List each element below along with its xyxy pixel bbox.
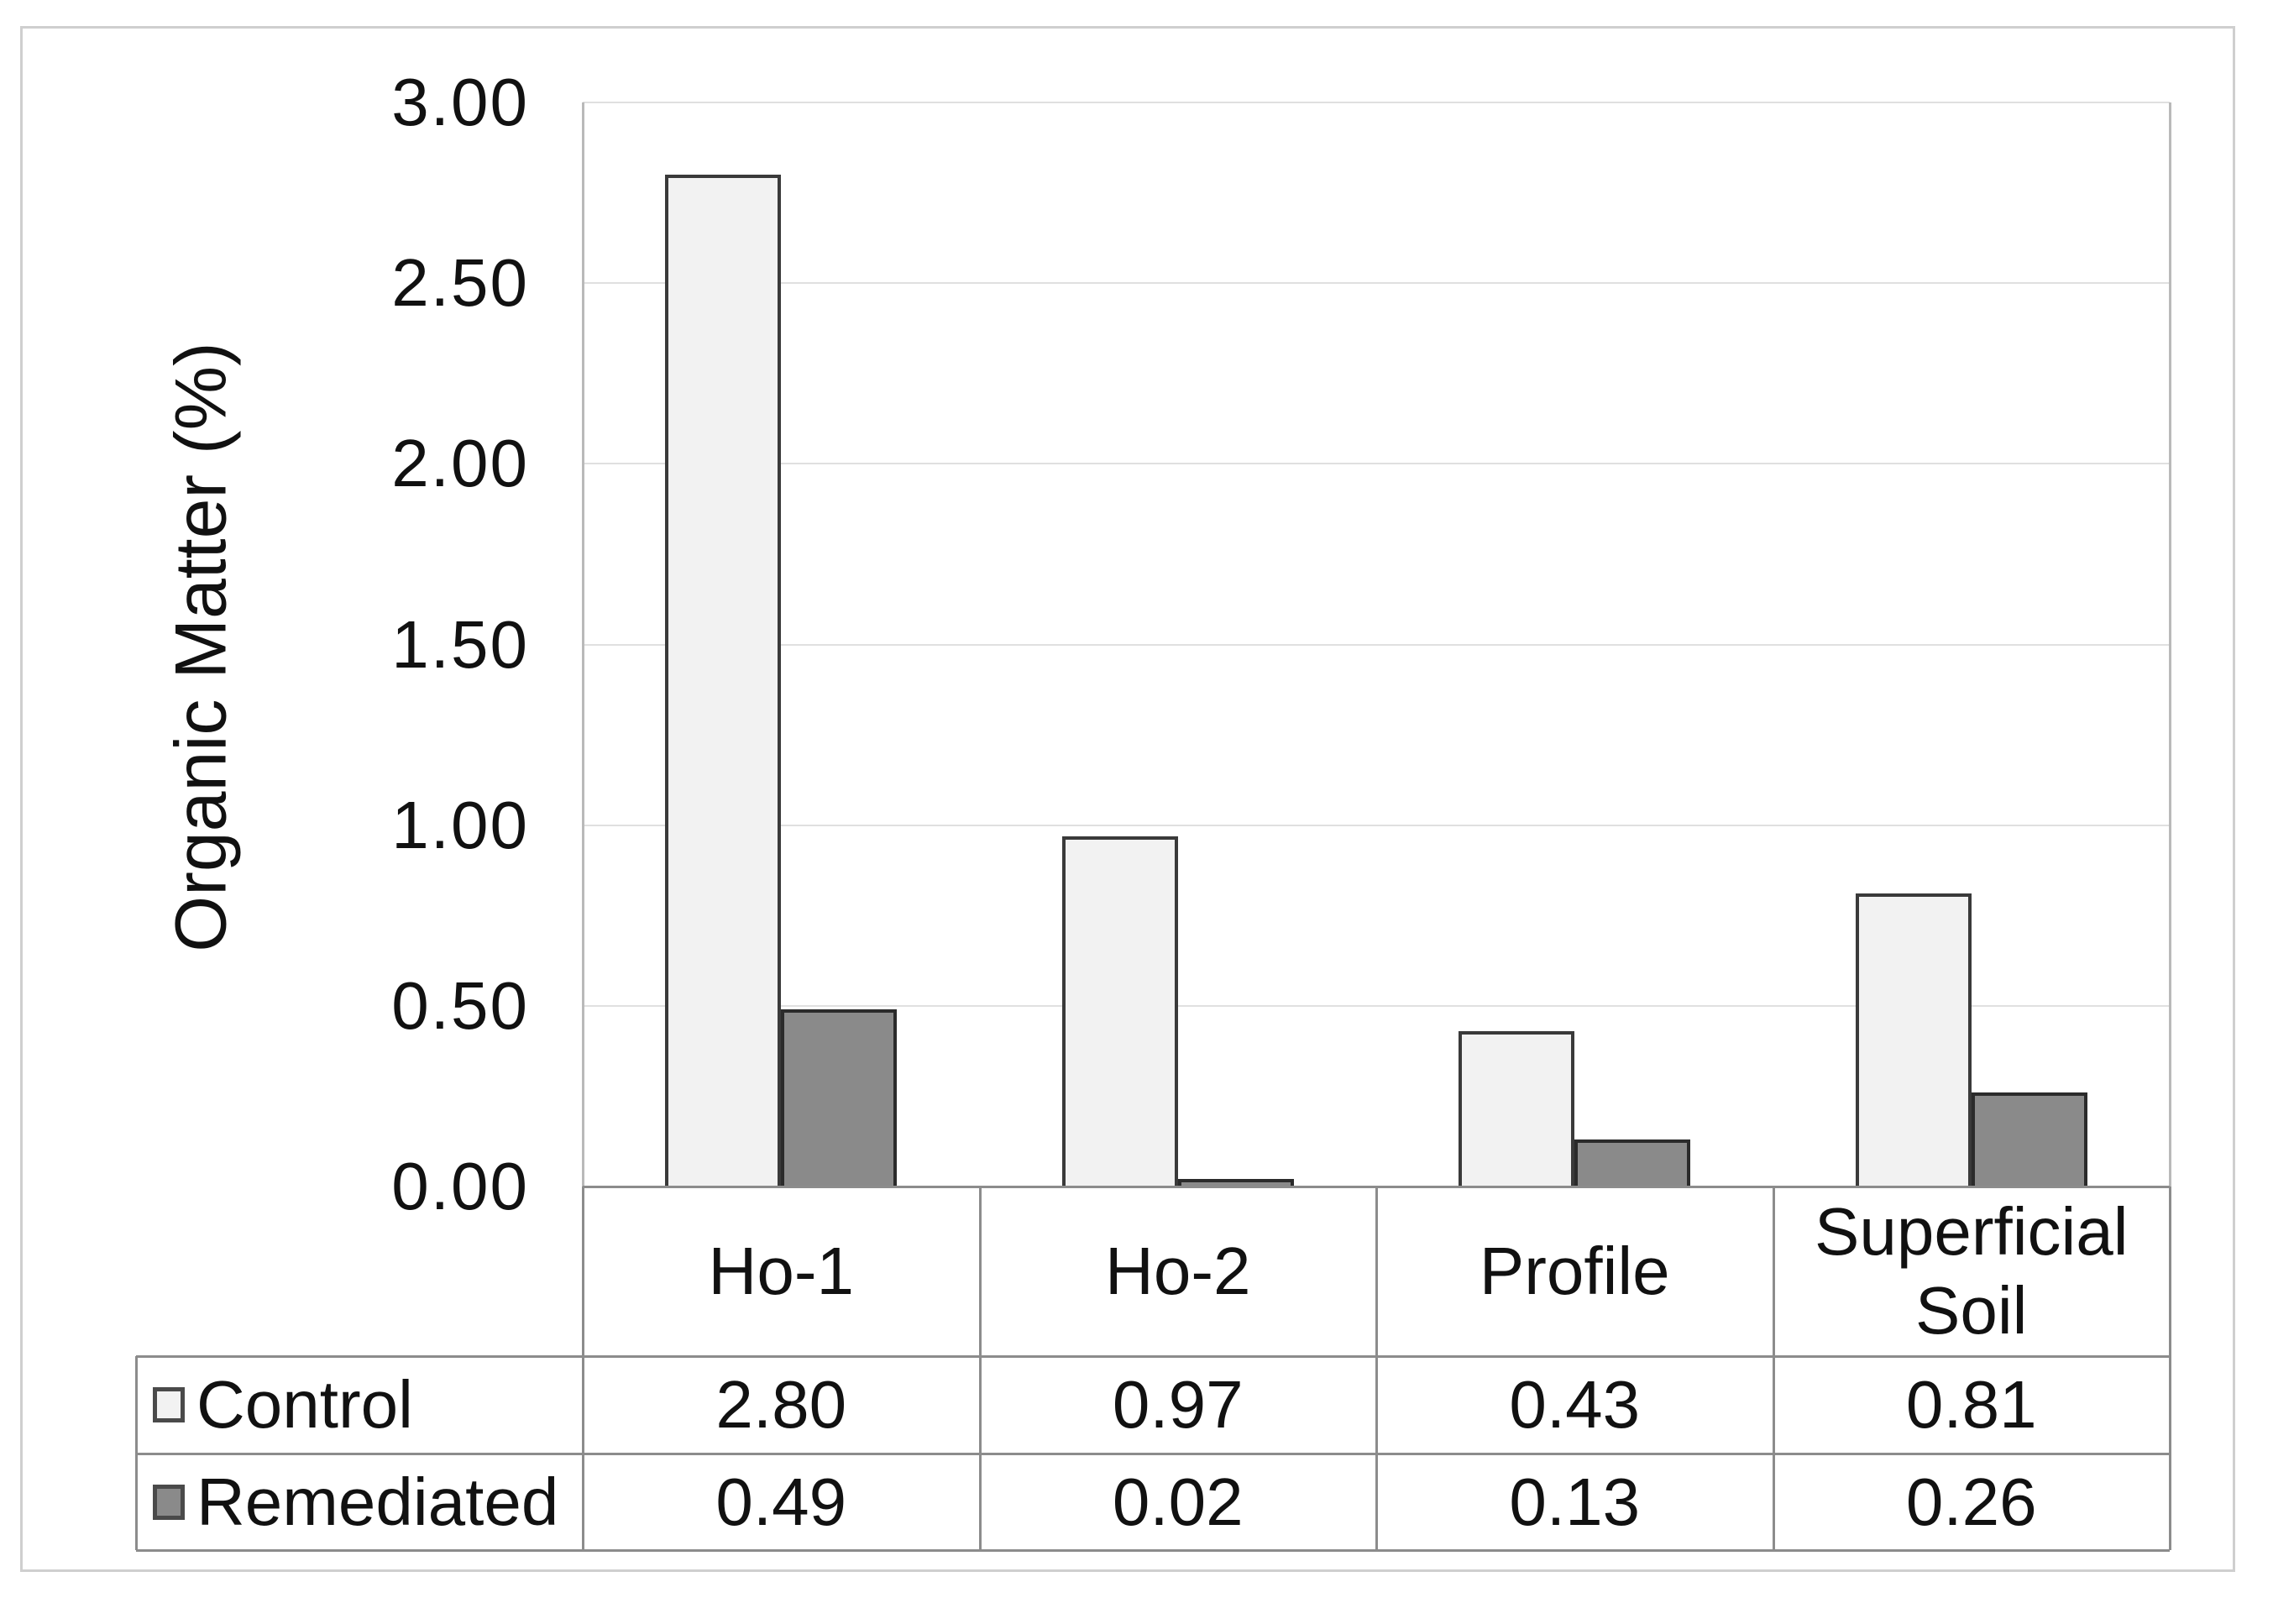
table-value-control-superficial-soil: 0.81: [1905, 1367, 2037, 1442]
table-vline: [135, 1356, 138, 1550]
gridline: [583, 824, 2170, 826]
table-vline: [1772, 1187, 1775, 1550]
category-label-ho-2: Ho-2: [980, 1187, 1377, 1356]
gridline: [583, 643, 2170, 646]
legend-item-remediated: Remediated: [136, 1454, 583, 1550]
table-value-remediated-profile: 0.13: [1509, 1464, 1641, 1539]
category-label-text: Ho-1: [708, 1234, 854, 1308]
table-value-control-profile: 0.43: [1509, 1367, 1641, 1442]
bar-remediated-superficial-soil: [1971, 1092, 2087, 1187]
bar-control-profile: [1459, 1031, 1575, 1187]
table-value-remediated-ho-2: 0.02: [1112, 1464, 1244, 1539]
y-tick-label-1.50: 1.50: [391, 606, 529, 682]
table-vline: [582, 1187, 584, 1550]
gridline: [583, 463, 2170, 465]
y-axis-title: Organic Matter (%): [160, 342, 242, 952]
bar-control-superficial-soil: [1855, 893, 1972, 1187]
category-label-ho-1: Ho-1: [583, 1187, 980, 1356]
bar-remediated-ho-2: [1177, 1179, 1294, 1187]
gridline: [583, 102, 2170, 103]
table-hline: [136, 1355, 2170, 1358]
y-tick-label-0.00: 0.00: [391, 1149, 529, 1223]
category-label-superficial-soil: Superficial Soil: [1773, 1187, 2171, 1356]
y-tick-label-3.00: 3.00: [391, 65, 529, 139]
table-value-control-ho-2: 0.97: [1112, 1367, 1244, 1442]
category-label-text: Superficial Soil: [1814, 1194, 2129, 1348]
bar-remediated-ho-1: [781, 1009, 898, 1187]
legend-swatch-control: [153, 1387, 185, 1422]
plot-right-edge: [2169, 102, 2171, 1187]
table-value-remediated-ho-1: 0.49: [715, 1464, 847, 1539]
legend-item-control: Control: [136, 1356, 583, 1454]
table-value-remediated-superficial-soil: 0.26: [1905, 1464, 2037, 1539]
table-vline: [2169, 1187, 2171, 1550]
y-tick-label-1.00: 1.00: [391, 787, 529, 862]
table-hline: [136, 1453, 2170, 1455]
table-hline: [136, 1549, 2170, 1552]
y-tick-label-2.50: 2.50: [391, 245, 529, 321]
bar-control-ho-2: [1061, 836, 1178, 1187]
table-value-control-ho-1: 2.80: [715, 1367, 847, 1442]
bar-control-ho-1: [665, 175, 782, 1187]
y-tick-label-0.50: 0.50: [391, 967, 529, 1043]
category-label-text: Profile: [1479, 1234, 1670, 1308]
figure-border: [20, 26, 2235, 1572]
legend-label-control: Control: [196, 1367, 413, 1442]
category-label-profile: Profile: [1376, 1187, 1773, 1356]
category-label-text: Ho-2: [1105, 1234, 1251, 1308]
bar-remediated-profile: [1574, 1139, 1691, 1187]
table-vline: [978, 1187, 982, 1550]
legend-label-remediated: Remediated: [196, 1464, 559, 1539]
plot-left-edge: [582, 102, 584, 1187]
legend-swatch-remediated: [153, 1484, 185, 1520]
gridline: [583, 282, 2170, 285]
table-vline: [1375, 1187, 1378, 1550]
y-tick-label-2.00: 2.00: [391, 426, 529, 501]
gridline: [583, 1004, 2170, 1007]
